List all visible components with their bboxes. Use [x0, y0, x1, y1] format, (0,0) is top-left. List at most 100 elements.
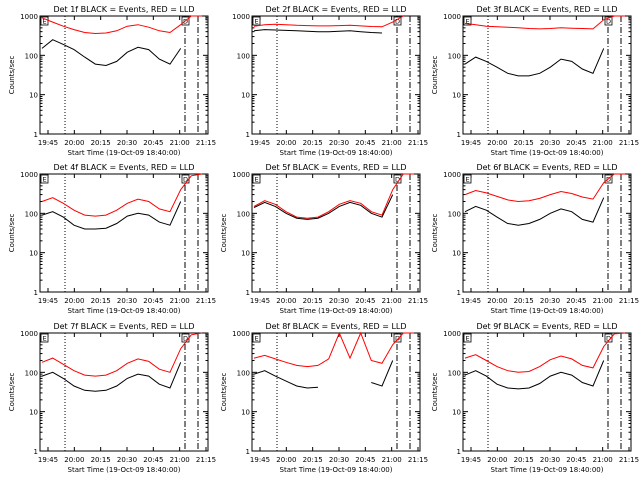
plot-frame: [39, 332, 209, 452]
y-tick-label: 100: [237, 210, 250, 218]
marker-label: D: [183, 335, 188, 343]
y-axis-label: Counts/sec: [431, 214, 439, 253]
y-tick-label: 1000: [232, 13, 250, 21]
x-axis-label: Start Time (19-Oct-09 18:40:00): [280, 149, 393, 157]
series-events-line: [41, 39, 182, 67]
series-lld-line: [464, 173, 625, 203]
marker-box: [604, 16, 613, 26]
x-axis-label: Start Time (19-Oct-09 18:40:00): [68, 149, 181, 157]
y-tick-label: 1000: [232, 171, 250, 179]
marker-box: [463, 333, 472, 343]
chart-panel-2: Det 2f BLACK = Events, RED = LLD 1 10 100 10…: [232, 5, 428, 157]
x-tick-label: 21:15: [408, 139, 428, 147]
y-tick-label: 10: [29, 409, 38, 417]
x-axis-label: Start Time (19-Oct-09 18:40:00): [280, 307, 393, 315]
y-tick-label: 1000: [20, 171, 38, 179]
x-axis-label: Start Time (19-Oct-09 18:40:00): [68, 307, 181, 315]
y-tick-label: 1000: [232, 330, 250, 338]
plot-frame: [462, 173, 632, 293]
marker-box: [252, 174, 261, 184]
chart-title: Det 7f BLACK = Events, RED = LLD: [53, 322, 194, 331]
marker-label: E: [42, 176, 46, 184]
marker-label: E: [465, 18, 469, 26]
x-tick-label: 21:00: [593, 297, 613, 305]
series-events-line: [464, 48, 605, 77]
chart-title: Det 9f BLACK = Events, RED = LLD: [476, 322, 617, 331]
x-tick-label: 20:30: [540, 139, 560, 147]
chart-title: Det 3f BLACK = Events, RED = LLD: [476, 5, 617, 14]
x-tick-label: 21:00: [382, 297, 402, 305]
y-tick-label: 1000: [443, 330, 461, 338]
marker-box: [40, 174, 49, 184]
series-lld-line: [253, 173, 414, 219]
plot-frame: [251, 173, 421, 293]
marker-box: [252, 16, 261, 26]
y-tick-label: 1000: [20, 330, 38, 338]
x-tick-label: 20:00: [64, 139, 84, 147]
y-tick-label: 1: [34, 289, 38, 297]
plot-frame: [251, 15, 421, 135]
y-tick-label: 1: [457, 131, 461, 139]
chart-title: Det 5f BLACK = Events, RED = LLD: [265, 163, 406, 172]
x-axis-label: Start Time (19-Oct-09 18:40:00): [280, 466, 393, 474]
x-tick-label: 21:00: [170, 456, 190, 464]
chart-title: Det 1f BLACK = Events, RED = LLD: [53, 5, 194, 14]
series-events-line: [464, 197, 605, 226]
x-tick-label: 19:45: [250, 139, 270, 147]
x-tick-label: 20:15: [303, 297, 323, 305]
series-lld-line: [41, 173, 203, 217]
y-tick-label: 1: [246, 289, 250, 297]
y-axis-label: Counts/sec: [431, 373, 439, 412]
x-tick-label: 20:45: [143, 139, 163, 147]
marker-label: D: [606, 335, 611, 343]
y-tick-label: 100: [25, 210, 38, 218]
y-axis-label: Counts/sec: [431, 56, 439, 95]
x-tick-label: 20:45: [143, 456, 163, 464]
y-tick-label: 1: [34, 131, 38, 139]
y-tick-label: 10: [29, 92, 38, 100]
series-events-line: [41, 362, 182, 392]
x-tick-label: 20:45: [355, 456, 375, 464]
x-tick-label: 20:15: [91, 297, 111, 305]
chart-panel-1: Det 1f BLACK = Events, RED = LLD 1 10 100 10…: [8, 5, 216, 157]
x-tick-label: 20:15: [514, 297, 534, 305]
x-tick-label: 20:30: [117, 456, 137, 464]
series-lld-line: [253, 331, 414, 368]
x-tick-label: 21:15: [619, 297, 639, 305]
x-tick-label: 20:00: [276, 297, 296, 305]
x-tick-label: 21:15: [408, 456, 428, 464]
marker-label: D: [395, 176, 400, 184]
x-tick-label: 21:00: [382, 456, 402, 464]
x-tick-label: 20:30: [540, 297, 560, 305]
chart-panel-9: Det 9f BLACK = Events, RED = LLD 1 10 100 10…: [431, 322, 639, 474]
marker-label: D: [606, 176, 611, 184]
x-tick-label: 20:00: [276, 456, 296, 464]
x-tick-label: 21:15: [619, 456, 639, 464]
y-tick-label: 10: [452, 409, 461, 417]
x-tick-label: 20:45: [566, 456, 586, 464]
series-lld-line: [464, 332, 626, 373]
x-tick-label: 20:30: [329, 297, 349, 305]
marker-label: D: [395, 335, 400, 343]
y-tick-label: 1000: [20, 13, 38, 21]
y-tick-label: 100: [25, 369, 38, 377]
x-tick-label: 20:30: [117, 139, 137, 147]
marker-box: [40, 333, 49, 343]
x-tick-label: 21:00: [170, 139, 190, 147]
marker-box: [40, 16, 49, 26]
series-events-line: [253, 29, 383, 34]
marker-label: D: [183, 18, 188, 26]
x-axis-label: Start Time (19-Oct-09 18:40:00): [491, 149, 604, 157]
x-tick-label: 21:00: [170, 297, 190, 305]
x-tick-label: 20:00: [64, 297, 84, 305]
y-tick-label: 10: [241, 409, 250, 417]
marker-label: D: [606, 18, 611, 26]
x-tick-label: 21:00: [593, 456, 613, 464]
x-tick-label: 20:15: [514, 456, 534, 464]
plot-frame: [462, 15, 632, 135]
x-tick-label: 19:45: [461, 456, 481, 464]
y-tick-label: 100: [448, 52, 461, 60]
x-tick-label: 19:45: [38, 139, 58, 147]
x-tick-label: 21:15: [408, 297, 428, 305]
x-tick-label: 19:45: [38, 297, 58, 305]
